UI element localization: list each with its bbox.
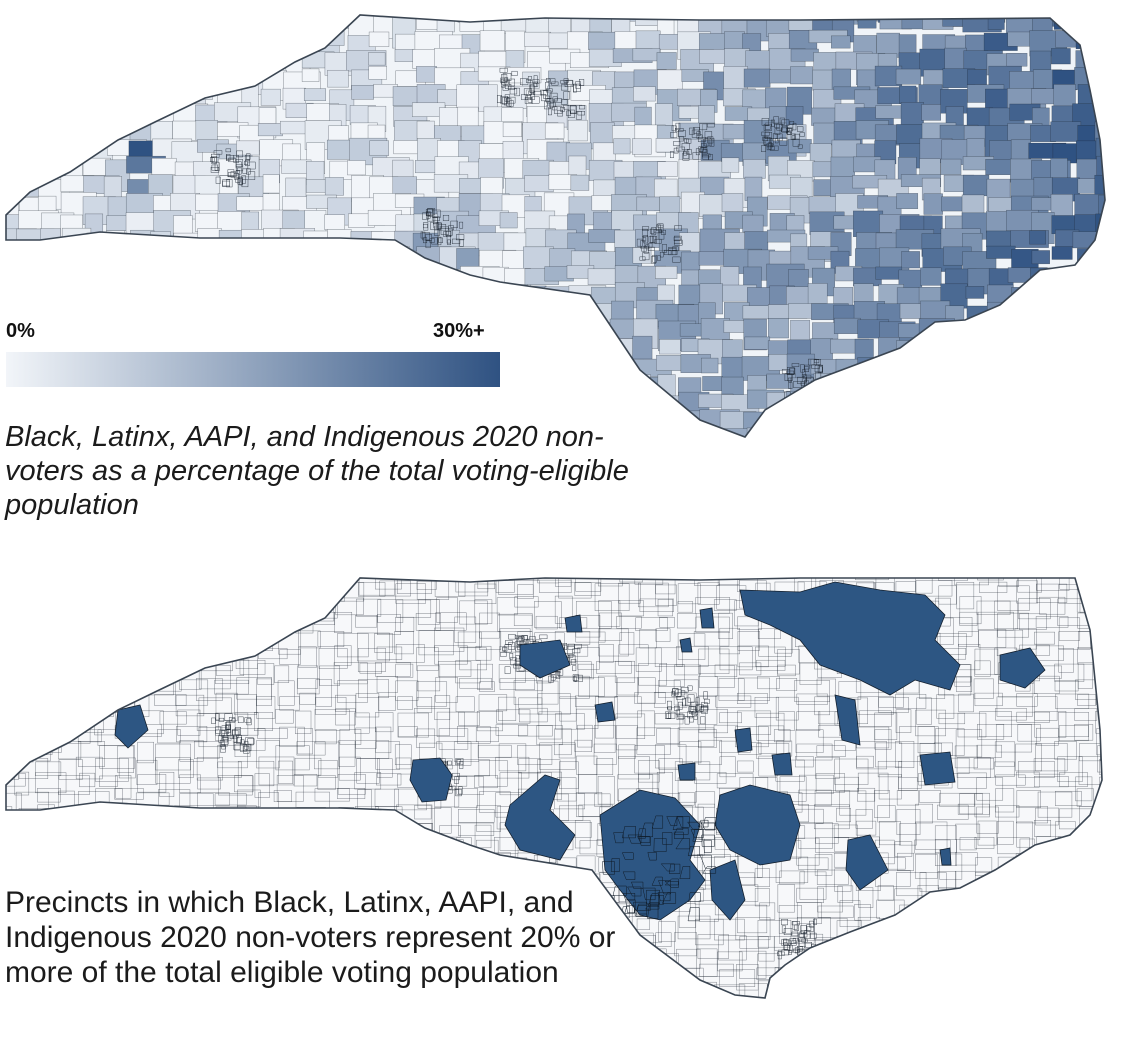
precinct-map-bottom [5, 577, 1103, 999]
map-top-caption: Black, Latinx, AAPI, and Indigenous 2020… [5, 421, 629, 521]
legend-max-label: 30%+ [433, 320, 485, 342]
legend-color-bar [6, 352, 500, 387]
legend-min-label: 0% [6, 320, 35, 342]
map-bottom-caption: Precincts in which Black, Latinx, AAPI, … [5, 886, 616, 989]
